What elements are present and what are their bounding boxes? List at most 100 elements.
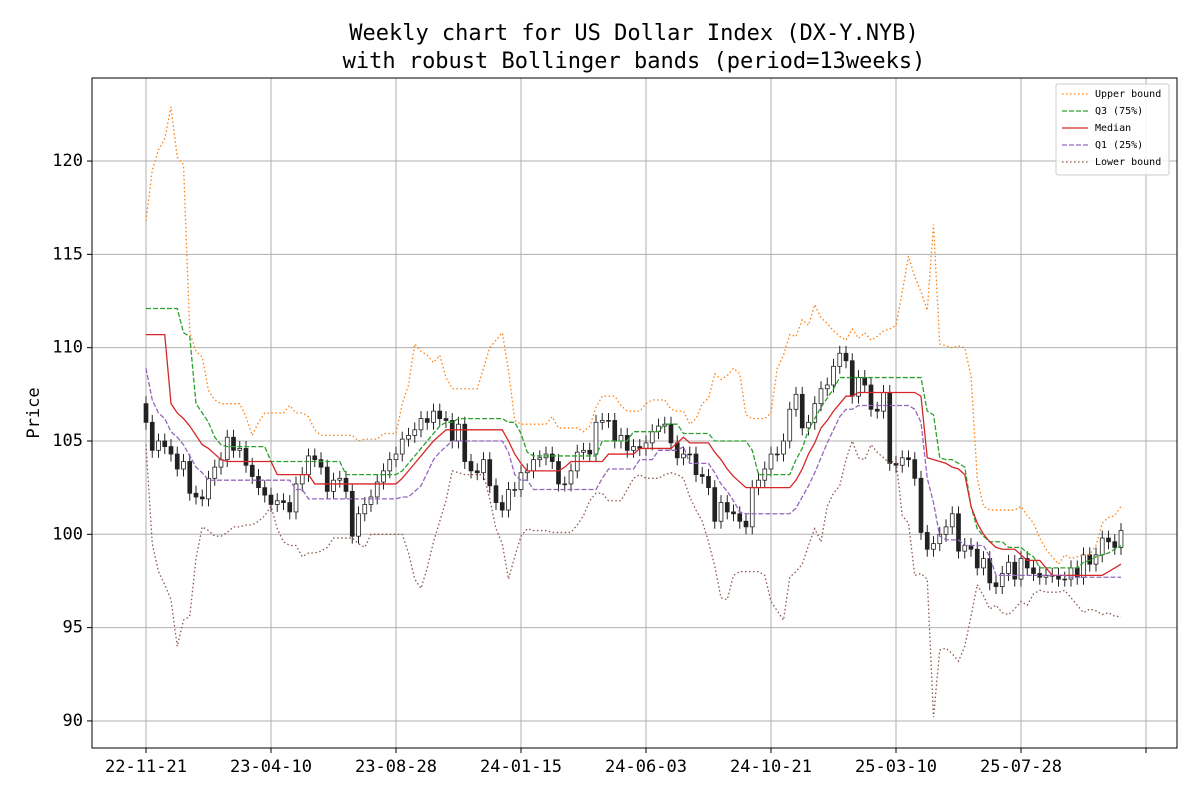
x-tick-label: 25-03-10 bbox=[855, 757, 937, 777]
candle-body bbox=[812, 403, 818, 423]
candle-body bbox=[481, 459, 486, 474]
candle-body bbox=[162, 440, 168, 447]
candle-body bbox=[506, 489, 511, 511]
band-line bbox=[145, 106, 1122, 566]
candle-body bbox=[631, 446, 636, 451]
plot-frame bbox=[91, 77, 1178, 749]
legend-label: Upper bound bbox=[1095, 89, 1161, 100]
candle-body bbox=[1062, 578, 1068, 581]
candle-body bbox=[899, 457, 905, 466]
candle-body bbox=[249, 464, 255, 477]
x-tick-label: 24-10-21 bbox=[730, 757, 812, 777]
y-tick-label: 115 bbox=[52, 244, 83, 264]
legend-label: Q3 (75%) bbox=[1095, 106, 1143, 117]
candle-body bbox=[1099, 537, 1105, 556]
candle-body bbox=[687, 453, 693, 456]
candle-body bbox=[324, 466, 330, 492]
candle-body bbox=[799, 393, 805, 429]
candle-body bbox=[981, 558, 986, 569]
candle-body bbox=[837, 352, 843, 367]
candle-body bbox=[231, 436, 236, 451]
candle-body bbox=[881, 392, 886, 412]
candle-body bbox=[181, 461, 186, 470]
candle-body bbox=[868, 384, 874, 410]
x-tick-label: 25-07-28 bbox=[980, 757, 1062, 777]
candle-body bbox=[549, 453, 555, 462]
candle-body bbox=[993, 582, 999, 587]
candle-body bbox=[712, 487, 718, 522]
candle-body bbox=[931, 543, 936, 550]
candle-body bbox=[818, 388, 824, 405]
grid bbox=[92, 78, 1177, 748]
candle-body bbox=[268, 494, 274, 505]
candle-body bbox=[999, 573, 1005, 587]
candle-body bbox=[468, 461, 474, 472]
candle-body bbox=[262, 487, 268, 496]
candle-body bbox=[456, 423, 461, 442]
candle-body bbox=[512, 489, 518, 491]
candle-body bbox=[156, 440, 161, 451]
x-tick-label: 24-06-03 bbox=[605, 757, 687, 777]
candle-body bbox=[831, 365, 836, 386]
candle-body bbox=[718, 502, 724, 522]
candle-body bbox=[243, 448, 249, 466]
candle-body bbox=[381, 470, 386, 483]
candle-body bbox=[374, 481, 380, 498]
candle-body bbox=[237, 448, 243, 451]
legend-box bbox=[1055, 83, 1170, 176]
candle-body bbox=[699, 474, 705, 477]
band-line bbox=[145, 439, 1121, 718]
candle-body bbox=[368, 496, 374, 505]
x-tick-label: 23-08-28 bbox=[355, 757, 437, 777]
candle-body bbox=[974, 548, 980, 569]
candle-body bbox=[1093, 554, 1099, 565]
candle-body bbox=[337, 477, 343, 481]
candle-body bbox=[774, 453, 780, 456]
candle-body bbox=[493, 485, 499, 503]
candle-body bbox=[474, 470, 480, 474]
candle-body bbox=[681, 453, 686, 459]
candle-body bbox=[874, 408, 880, 412]
legend-label: Q1 (25%) bbox=[1095, 140, 1143, 151]
candle-body bbox=[1012, 561, 1018, 580]
candle-body bbox=[962, 545, 968, 552]
candle-body bbox=[274, 500, 280, 505]
candle-body bbox=[1006, 561, 1011, 574]
candle-body bbox=[149, 421, 155, 451]
x-tick-label: 22-11-21 bbox=[105, 757, 187, 777]
candle-body bbox=[1081, 554, 1086, 578]
axes: 90 95 100 105 110 115 120 22-11-21 23-04-10 23-08… bbox=[52, 151, 1147, 777]
candle-body bbox=[1112, 541, 1118, 548]
y-tick-label: 90 bbox=[63, 711, 83, 731]
candle-body bbox=[643, 442, 649, 449]
candle-body bbox=[781, 440, 786, 455]
x-tick-label: 24-01-15 bbox=[480, 757, 562, 777]
candle-body bbox=[956, 513, 961, 552]
candle-body bbox=[606, 420, 611, 422]
legend-label: Median bbox=[1095, 123, 1131, 134]
candle-body bbox=[849, 360, 855, 397]
candle-body bbox=[824, 384, 830, 390]
candle-body bbox=[568, 470, 574, 485]
candle-body bbox=[356, 513, 361, 537]
candle-body bbox=[318, 459, 324, 468]
y-axis-label: Price bbox=[24, 387, 44, 438]
candle-body bbox=[187, 461, 193, 494]
candle-body bbox=[599, 420, 605, 423]
candle-body bbox=[1087, 554, 1093, 565]
candle-body bbox=[1024, 558, 1030, 569]
legend: Upper bound Q3 (75%) Median Q1 (25%) Lower b… bbox=[1055, 83, 1170, 176]
candle-body bbox=[918, 477, 924, 533]
candle-body bbox=[581, 449, 586, 453]
candle-body bbox=[531, 459, 536, 472]
candle-body bbox=[487, 459, 493, 487]
candle-body bbox=[143, 403, 149, 423]
candle-body bbox=[924, 532, 930, 550]
band-line bbox=[146, 307, 1122, 569]
candle-body bbox=[843, 352, 849, 362]
candle-body bbox=[906, 457, 911, 461]
candle-body bbox=[349, 490, 355, 537]
candle-body bbox=[437, 410, 443, 419]
